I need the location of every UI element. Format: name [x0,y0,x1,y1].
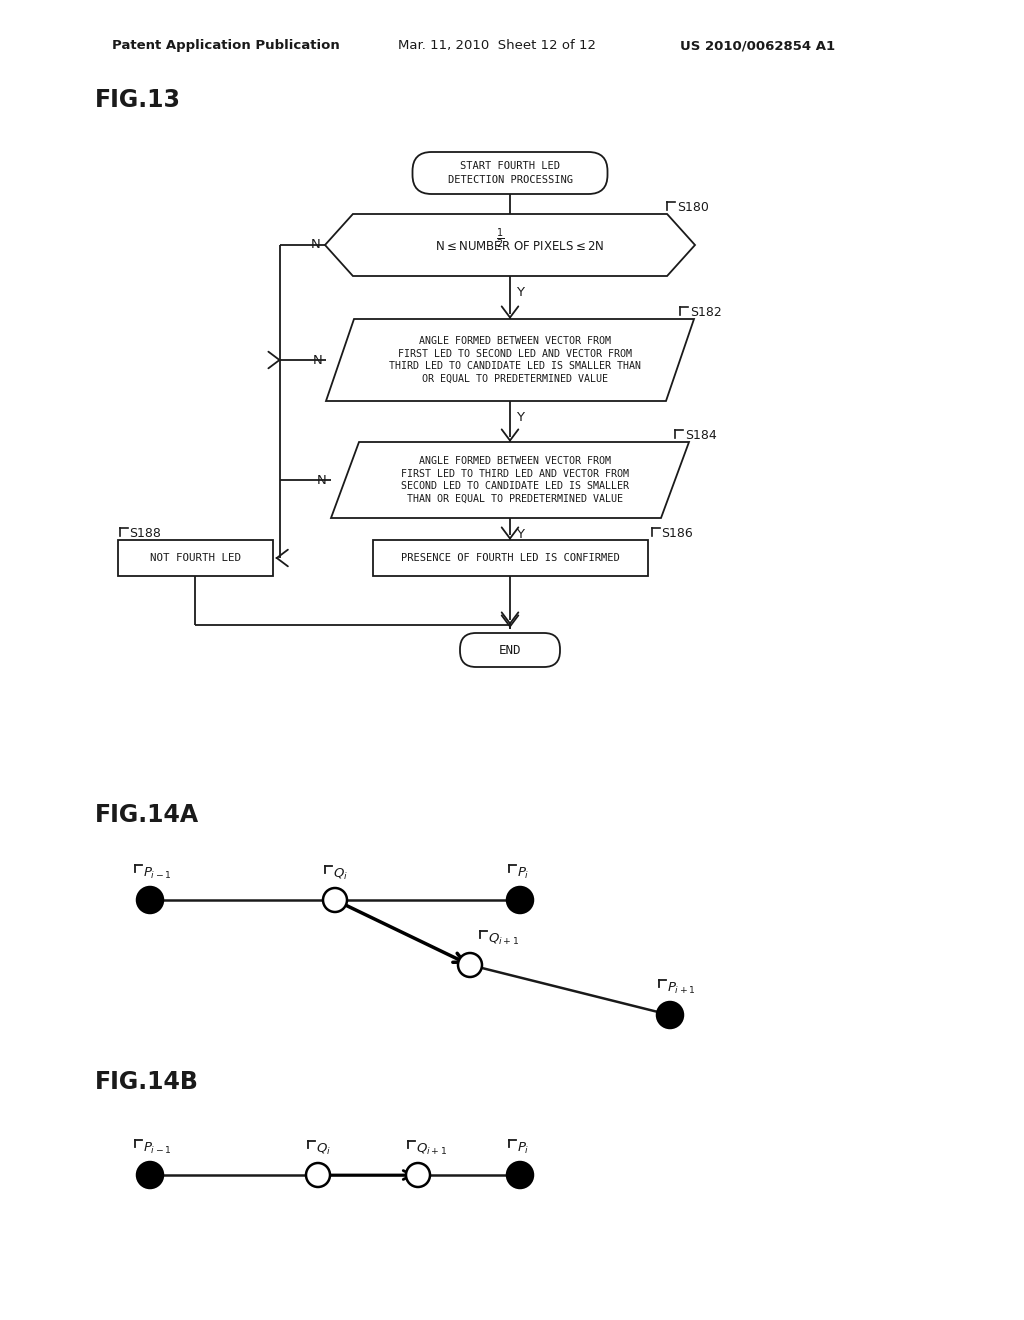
Text: Patent Application Publication: Patent Application Publication [112,40,340,53]
Text: $P_{i-1}$: $P_{i-1}$ [143,1140,172,1156]
Text: END: END [499,644,521,656]
Circle shape [406,1163,430,1187]
Circle shape [507,887,534,913]
Bar [118,540,272,576]
Text: FIG.13: FIG.13 [95,88,181,112]
Circle shape [306,1163,330,1187]
FancyBboxPatch shape [413,152,607,194]
Circle shape [137,887,163,913]
Text: Y: Y [516,411,524,424]
Text: S184: S184 [685,429,717,442]
Text: $Q_i$: $Q_i$ [333,867,348,882]
Text: S182: S182 [690,306,722,319]
Polygon shape [326,319,694,401]
Text: S186: S186 [662,527,693,540]
Text: ANGLE FORMED BETWEEN VECTOR FROM
FIRST LED TO SECOND LED AND VECTOR FROM
THIRD L: ANGLE FORMED BETWEEN VECTOR FROM FIRST L… [389,335,641,384]
Text: S188: S188 [129,527,162,540]
Circle shape [507,1162,534,1188]
Circle shape [657,1002,683,1028]
Text: $Q_i$: $Q_i$ [316,1142,331,1158]
Text: US 2010/0062854 A1: US 2010/0062854 A1 [680,40,836,53]
Text: N: N [317,474,327,487]
Polygon shape [325,214,695,276]
Text: ANGLE FORMED BETWEEN VECTOR FROM
FIRST LED TO THIRD LED AND VECTOR FROM
SECOND L: ANGLE FORMED BETWEEN VECTOR FROM FIRST L… [401,455,629,504]
Text: $P_i$: $P_i$ [517,866,529,882]
Text: $P_{i-1}$: $P_{i-1}$ [143,866,172,882]
Text: N: N [312,354,322,367]
Text: N: N [311,239,321,252]
Text: $Q_{i+1}$: $Q_{i+1}$ [416,1142,447,1158]
Text: FIG.14A: FIG.14A [95,803,199,828]
Text: Y: Y [516,286,524,300]
Text: Y: Y [516,528,524,541]
Polygon shape [331,442,689,517]
Text: $P_{i+1}$: $P_{i+1}$ [667,981,696,997]
Text: $Q_{i+1}$: $Q_{i+1}$ [488,932,519,948]
FancyBboxPatch shape [460,634,560,667]
Text: NOT FOURTH LED: NOT FOURTH LED [150,553,241,564]
Circle shape [137,1162,163,1188]
Text: Mar. 11, 2010  Sheet 12 of 12: Mar. 11, 2010 Sheet 12 of 12 [398,40,596,53]
Circle shape [458,953,482,977]
Bar [373,540,647,576]
Text: FIG.14B: FIG.14B [95,1071,199,1094]
Text: $\frac{1}{2}$: $\frac{1}{2}$ [496,227,504,251]
Text: S180: S180 [677,201,709,214]
Text: $P_i$: $P_i$ [517,1140,529,1156]
Text: N$\leq$NUMBER OF PIXELS$\leq$2N: N$\leq$NUMBER OF PIXELS$\leq$2N [435,240,605,253]
Circle shape [323,888,347,912]
Text: START FOURTH LED
DETECTION PROCESSING: START FOURTH LED DETECTION PROCESSING [447,161,572,185]
Text: PRESENCE OF FOURTH LED IS CONFIRMED: PRESENCE OF FOURTH LED IS CONFIRMED [400,553,620,564]
